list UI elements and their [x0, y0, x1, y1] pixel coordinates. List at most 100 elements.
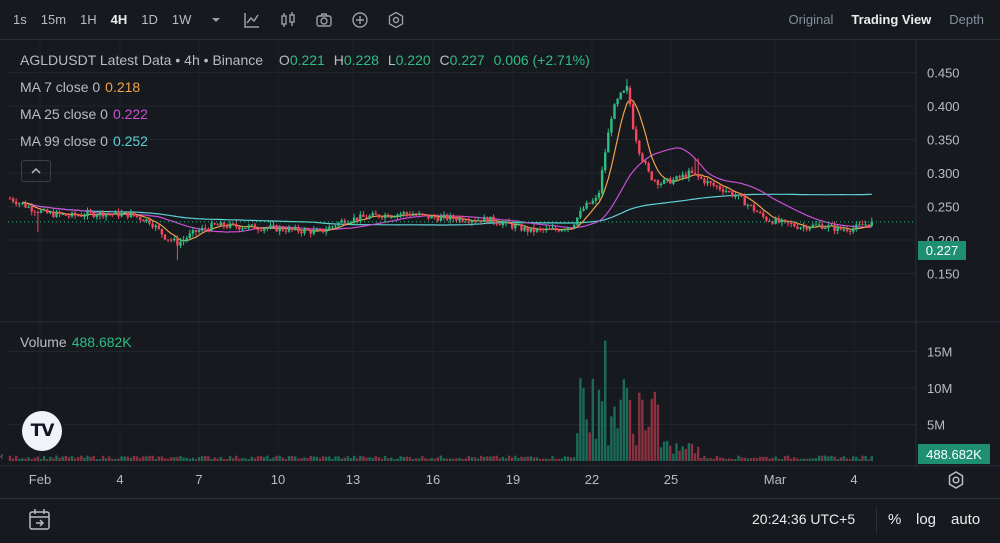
candle-body [805, 226, 808, 230]
ma25-legend[interactable]: MA 25 close 0 0.222 [20, 106, 148, 122]
volume-bar [325, 456, 328, 461]
candle-body [821, 224, 824, 229]
go-to-date-icon[interactable] [28, 507, 52, 533]
plus-circle-icon[interactable] [349, 9, 371, 31]
interval-1s[interactable]: 1s [13, 12, 27, 27]
ohlc-legend: AGLDUSDT Latest Data • 4h • Binance O0.2… [20, 52, 590, 68]
candle-body [315, 229, 319, 231]
ma99-legend[interactable]: MA 99 close 0 0.252 [20, 133, 148, 149]
volume-bar [712, 458, 715, 461]
volume-bar [675, 443, 678, 461]
time-axis-label: Feb [29, 472, 51, 487]
volume-bar [352, 455, 356, 461]
volume-bar [132, 455, 136, 461]
volume-bar [18, 458, 21, 461]
interval-1d[interactable]: 1D [141, 12, 158, 27]
candle-body [241, 228, 244, 230]
interval-selector: 1s 15m 1H 4H 1D 1W [0, 12, 198, 27]
volume-bar [709, 458, 712, 461]
candle-body [309, 230, 312, 234]
volume-bar [362, 456, 365, 461]
candle-body [238, 226, 241, 230]
candle-body [126, 212, 129, 218]
volume-bar [662, 441, 666, 461]
volume-bar [247, 459, 250, 461]
candle-body [80, 215, 83, 217]
candle-body [495, 222, 498, 225]
candle-body [194, 230, 198, 233]
candle-body [712, 182, 715, 186]
time-axis-label: 10 [271, 472, 285, 487]
interval-4h[interactable]: 4H [110, 12, 128, 27]
volume-bar [290, 455, 294, 461]
candle-body [225, 226, 229, 228]
volume-bar [315, 456, 319, 461]
candle-body [123, 212, 126, 214]
candle-body [266, 227, 269, 229]
volume-bar [718, 457, 722, 461]
volume-bar [194, 459, 198, 461]
chart-footer: 20:24:36 UTC+5 % log auto [0, 498, 1000, 543]
volume-bar [734, 459, 737, 461]
candle-body [15, 201, 18, 205]
price-chart[interactable]: 0.4500.4000.3500.3000.2500.2000.15015M10… [0, 40, 1000, 498]
auto-toggle[interactable]: auto [951, 511, 981, 528]
candle-body [374, 213, 377, 215]
volume-bar [653, 391, 656, 461]
view-depth[interactable]: Depth [949, 12, 984, 27]
view-trading-view[interactable]: Trading View [851, 12, 932, 27]
candle-body [142, 219, 145, 222]
candle-body [154, 225, 157, 228]
interval-15m[interactable]: 15m [40, 12, 67, 27]
candle-body [731, 191, 734, 197]
collapse-legend-button[interactable] [21, 160, 51, 182]
candle-body [287, 227, 291, 232]
chevron-down-icon[interactable] [205, 9, 227, 31]
volume-bar [46, 459, 49, 461]
scroll-left-icon[interactable]: ‹ [0, 451, 4, 462]
ma7-legend[interactable]: MA 7 close 0 0.218 [20, 79, 140, 95]
candle-body [436, 217, 439, 221]
candle-type-icon[interactable] [277, 9, 299, 31]
volume-bar [858, 458, 861, 461]
candle-body [700, 176, 703, 179]
candle-body [442, 214, 446, 217]
indicators-icon[interactable] [241, 9, 263, 31]
volume-bar [108, 456, 111, 461]
volume-bar [176, 457, 179, 461]
tradingview-logo[interactable]: TV [22, 411, 62, 451]
volume-bar [312, 456, 315, 461]
volume-bar [306, 458, 309, 461]
candle-body [179, 241, 182, 246]
camera-icon[interactable] [313, 9, 335, 31]
volume-bar [269, 458, 272, 461]
volume-bar [774, 456, 777, 461]
candle-body [449, 215, 452, 220]
candle-body [833, 225, 836, 231]
volume-bar [263, 457, 266, 461]
candle-body [470, 220, 474, 223]
percent-toggle[interactable]: % [888, 511, 902, 528]
candle-body [734, 195, 737, 197]
volume-bar [458, 458, 461, 461]
volume-bar [517, 457, 520, 461]
legend-high: 0.228 [343, 52, 379, 68]
interval-1w[interactable]: 1W [171, 12, 192, 27]
axis-settings-icon[interactable] [946, 470, 966, 490]
interval-1h[interactable]: 1H [80, 12, 97, 27]
volume-bar [498, 458, 501, 461]
candle-body [870, 221, 873, 226]
candle-body [95, 215, 98, 217]
candle-body [300, 231, 303, 234]
view-original[interactable]: Original [788, 12, 834, 27]
volume-bar [514, 455, 517, 461]
candle-body [163, 234, 167, 240]
candle-body [281, 227, 284, 231]
volume-bar [433, 458, 436, 461]
log-toggle[interactable]: log [916, 511, 937, 528]
volume-bar [166, 458, 170, 461]
volume-bar [139, 458, 142, 461]
settings-hex-icon[interactable] [385, 9, 407, 31]
footer-divider [876, 508, 877, 534]
volume-bar [287, 456, 291, 461]
